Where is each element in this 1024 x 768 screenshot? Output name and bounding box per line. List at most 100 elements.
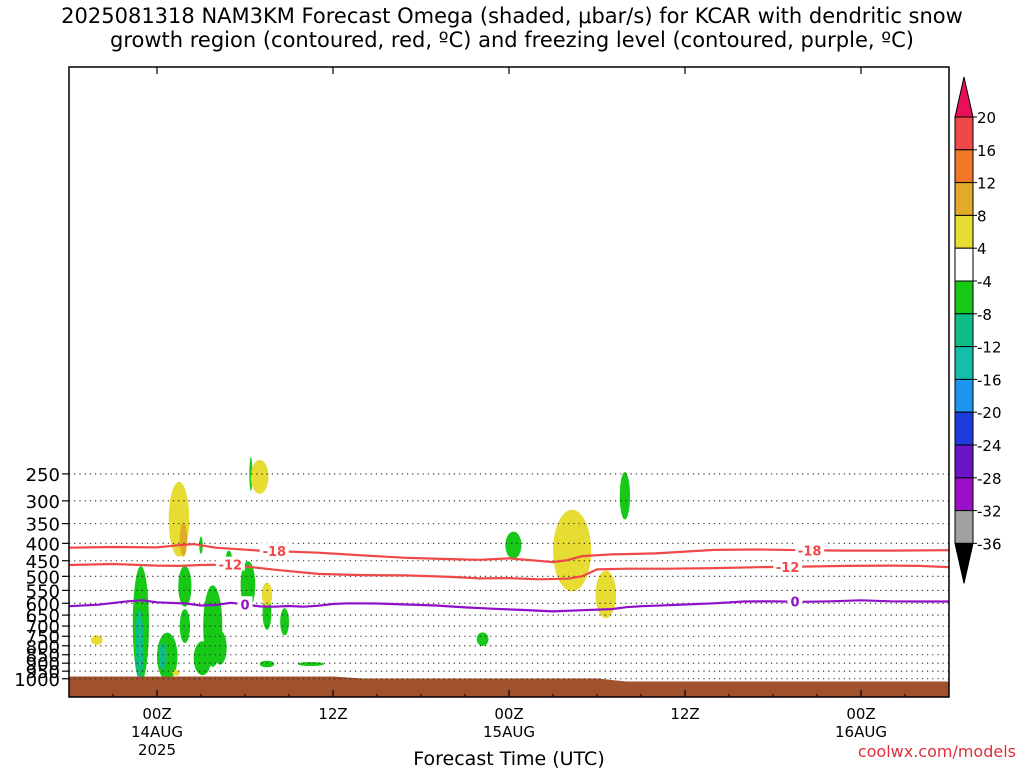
contour-label-2-0: 0 bbox=[240, 598, 249, 613]
omega-area-negative-13 bbox=[280, 608, 289, 636]
colorbar-box-10 bbox=[954, 411, 974, 446]
y-tick-label-1000: 1000 bbox=[14, 670, 60, 691]
y-tick-label-300: 300 bbox=[26, 492, 60, 513]
contour-label-0-0: -18 bbox=[263, 545, 287, 560]
colorbar-arrow-top bbox=[954, 76, 974, 118]
colorbar-label-13: -36 bbox=[977, 535, 1002, 553]
contour-label-halo-2-0 bbox=[237, 596, 253, 611]
omega-area-positive-27 bbox=[179, 522, 188, 557]
omega-shading bbox=[91, 456, 630, 682]
y-tick-label-850: 850 bbox=[26, 646, 60, 667]
colorbar-arrow-bottom bbox=[954, 542, 974, 584]
omega-area-negative-16 bbox=[505, 531, 522, 559]
omega-area-negative-25 bbox=[135, 609, 144, 678]
omega-area-positive-23 bbox=[553, 509, 592, 592]
contour-label-halo-1-1 bbox=[773, 558, 803, 573]
contour-label-halo-1-0 bbox=[215, 556, 245, 571]
contour-label-0-1: -18 bbox=[798, 544, 822, 559]
colorbar-label-3: 8 bbox=[977, 207, 987, 225]
contour-label-halo-0-1 bbox=[795, 542, 825, 557]
colorbar-box-13 bbox=[954, 510, 974, 544]
colorbar-box-4 bbox=[954, 214, 974, 249]
colorbar-box-5 bbox=[954, 247, 974, 282]
contour-line-0 bbox=[69, 542, 949, 564]
y-tick-label-350: 350 bbox=[26, 515, 60, 536]
contour-label-1-1: -12 bbox=[776, 561, 800, 576]
site-credit: coolwx.com/models bbox=[857, 742, 1016, 761]
pressure-axis: 250 3003504004505005506006507007508008509… bbox=[14, 465, 69, 691]
chart-title: 2025081318 NAM3KM Forecast Omega (shaded… bbox=[0, 4, 1024, 52]
title-line-1: 2025081318 NAM3KM Forecast Omega (shaded… bbox=[61, 4, 963, 28]
y-tick-label-250: 250 bbox=[26, 465, 60, 486]
x-tick-label-4-0: 00Z bbox=[846, 705, 875, 723]
omega-area-negative-3 bbox=[179, 609, 190, 644]
x-tick-label-1-0: 12Z bbox=[318, 705, 347, 723]
colorbar-box-12 bbox=[954, 477, 974, 512]
y-tick-label-550: 550 bbox=[26, 581, 60, 602]
y-tick-label-800: 800 bbox=[26, 637, 60, 658]
colorbar-box-1 bbox=[954, 116, 974, 151]
title-line-2: growth region (contoured, red, ºC) and f… bbox=[110, 28, 914, 52]
x-tick-label-3-0: 12Z bbox=[670, 705, 699, 723]
omega-area-negative-15 bbox=[476, 632, 489, 646]
colorbar-label-4: 4 bbox=[977, 240, 987, 258]
omega-area-negative-26 bbox=[159, 642, 167, 671]
x-tick-label-0-0: 00Z bbox=[142, 705, 171, 723]
y-tick-label-400: 400 bbox=[26, 534, 60, 555]
omega-area-positive-24 bbox=[595, 570, 617, 619]
contour-label-halo-0-0 bbox=[259, 543, 289, 558]
colorbar-box-11 bbox=[954, 444, 974, 479]
y-tick-label-500: 500 bbox=[26, 567, 60, 588]
terrain-fill bbox=[69, 676, 949, 697]
y-tick-label-900: 900 bbox=[26, 654, 60, 675]
colorbar-box-7 bbox=[954, 313, 974, 348]
x-tick-label-0-2: 2025 bbox=[138, 741, 176, 759]
colorbar-label-0: 20 bbox=[977, 109, 996, 127]
omega-area-negative-2 bbox=[178, 565, 192, 607]
colorbar-label-6: -8 bbox=[977, 306, 992, 324]
omega-area-negative-7 bbox=[213, 630, 227, 665]
omega-area-negative-17 bbox=[619, 472, 630, 520]
colorbar-box-3 bbox=[954, 182, 974, 216]
omega-area-positive-21 bbox=[250, 459, 269, 494]
colorbar-label-1: 16 bbox=[977, 142, 996, 160]
x-tick-label-0-1: 14AUG bbox=[131, 723, 183, 741]
contour-label-2-1: 0 bbox=[790, 596, 799, 611]
colorbar-label-10: -24 bbox=[977, 437, 1002, 455]
x-tick-label-4-1: 16AUG bbox=[835, 723, 887, 741]
contour-line-1 bbox=[69, 562, 949, 581]
colorbar-box-2 bbox=[954, 149, 974, 184]
y-tick-label-600: 600 bbox=[26, 594, 60, 615]
omega-area-positive-22 bbox=[261, 582, 273, 607]
x-tick-label-2-0: 00Z bbox=[494, 705, 523, 723]
colorbar-box-6 bbox=[954, 280, 974, 315]
y-tick-label-700: 700 bbox=[26, 617, 60, 638]
colorbar-label-9: -20 bbox=[977, 404, 1002, 422]
y-tick-label-650: 650 bbox=[26, 606, 60, 627]
y-tick-label-750: 750 bbox=[26, 627, 60, 648]
colorbar-label-2: 12 bbox=[977, 175, 996, 193]
colorbar-label-11: -28 bbox=[977, 470, 1002, 488]
colorbar-box-9 bbox=[954, 378, 974, 413]
contour-label-halo-2-1 bbox=[787, 593, 803, 608]
omega-area-positive-18 bbox=[91, 635, 103, 645]
y-tick-label-450: 450 bbox=[26, 552, 60, 573]
x-axis-label: Forecast Time (UTC) bbox=[413, 748, 604, 768]
colorbar-label-8: -16 bbox=[977, 371, 1002, 389]
temperature-contours: -18 -18 -12 -12 0 0 bbox=[69, 542, 949, 613]
contour-label-1-0: -12 bbox=[219, 559, 243, 574]
terrain-area bbox=[69, 676, 949, 697]
y-tick-label-950: 950 bbox=[26, 662, 60, 683]
colorbar-label-12: -32 bbox=[977, 503, 1002, 521]
contour-line-2 bbox=[69, 599, 949, 613]
colorbar-box-8 bbox=[954, 346, 974, 380]
x-tick-label-2-1: 15AUG bbox=[483, 723, 535, 741]
omega-area-negative-14 bbox=[297, 661, 325, 667]
omega-area-positive-19 bbox=[172, 669, 180, 676]
colorbar-label-7: -12 bbox=[977, 339, 1002, 357]
colorbar: 20 16 12 8 4 -4 -8 -12 -16 -20 -24 -28 -32 -36 bbox=[954, 76, 1002, 584]
colorbar-label-5: -4 bbox=[977, 273, 992, 291]
omega-area-negative-12 bbox=[259, 660, 275, 668]
